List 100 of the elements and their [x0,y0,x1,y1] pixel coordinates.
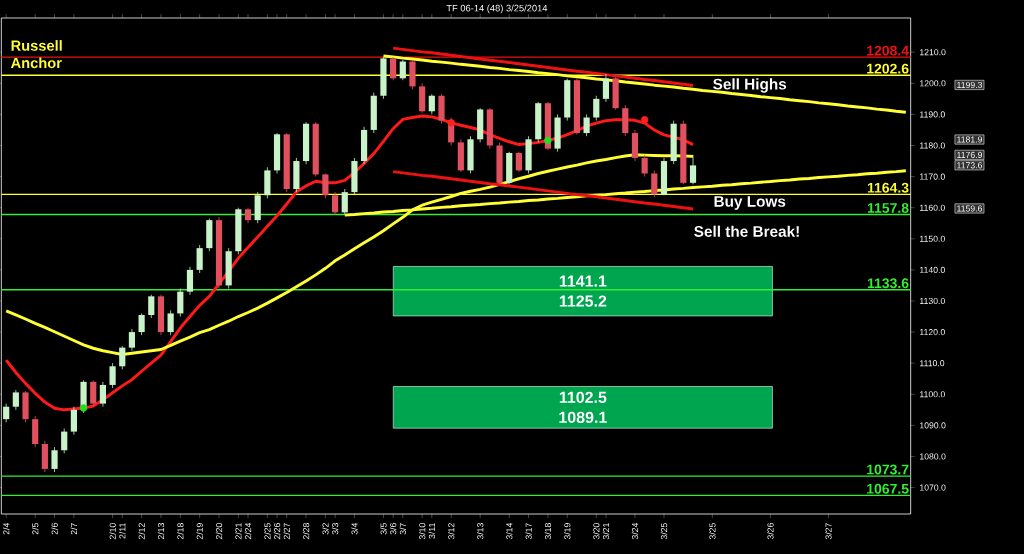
candlestick [331,191,339,215]
ref-line-label: 1073.7 [867,464,909,475]
point [640,115,649,124]
x-tick-label: 3/7 [399,523,406,535]
text: 1181.9 [957,136,982,143]
x-tick-label: 2/6 [51,523,58,535]
y-tick-label: 1090.0 [920,422,946,429]
candlestick [177,288,184,317]
text: Russell Anchor [10,40,62,69]
annotation: Sell the Break! [694,225,799,237]
band-label: 1141.1 1125.2 [559,275,607,307]
ref-line-label: 1164.3 [867,182,909,193]
x-tick-label: 3/3 [331,523,339,535]
candlestick [148,294,155,319]
candlestick [341,188,348,215]
y-tick-label: 1150.0 [920,235,945,242]
candlestick [583,114,590,137]
x-tick-label: 3/13 [477,523,484,540]
candlestick [196,244,203,274]
y-tick-label: 1170.0 [920,173,945,180]
chart-title: TF 06-14 (48) 3/25/2014 [446,4,548,14]
x-tick-label: 2/20 [215,523,223,540]
candlestick [390,56,397,81]
ref-line-label: 1157.8 [867,203,909,213]
y-tick-label: 1130.0 [920,297,945,305]
candlestick [689,154,697,185]
x-tick-label: 3/25 [709,523,716,540]
x-tick-label: 2/24 [244,522,252,540]
x-tick-label: 3/27 [825,523,832,540]
text: 1159.6 [957,205,983,212]
y-tick-label: 1140.0 [920,266,945,273]
x-tick-label: 3/11 [428,523,435,539]
candlestick [593,95,600,122]
x-tick-label: 3/6 [389,523,397,535]
ref-line-label: 1133.6 [867,278,909,289]
x-tick-label: 2/26 [273,523,281,540]
text: 1176.9 [957,151,982,158]
point [79,404,88,412]
ref-line-label: 1067.5 [867,483,909,494]
candlestick [128,328,136,352]
text: 1173.6 [957,162,983,169]
x-tick-label: 3/19 [564,523,571,540]
candlestick [399,59,406,81]
x-tick-label: 2/18 [177,523,184,540]
candlestick [70,406,77,436]
x-tick-label: 3/24 [631,522,639,540]
candlestick [3,403,10,423]
candlestick [186,266,194,296]
point [447,119,455,127]
candlestick [167,309,174,336]
candlestick [61,428,68,454]
candlestick [109,362,116,389]
y-tick-label: 1160.0 [920,204,945,211]
x-tick-label: 3/25 [660,523,668,540]
x-tick-label: 3/5 [380,523,387,535]
x-tick-label: 2/4 [3,522,10,535]
candlestick [428,93,435,115]
candlestick [515,151,522,173]
x-tick-label: 2/11 [119,523,126,539]
y-tick-label: 1110.0 [920,360,945,367]
y-tick-label: 1070.0 [920,484,946,491]
annotation: Sell Highs [713,78,787,93]
x-tick-label: 2/19 [196,523,203,540]
x-tick-label: 3/20 [593,523,600,540]
point [544,136,552,145]
candlestick [602,73,610,103]
candlestick [99,381,107,408]
y-tick-label: 1180.0 [920,142,945,149]
y-tick-label: 1200.0 [920,80,946,87]
x-tick-label: 2/21 [235,523,242,540]
text: 1199.3 [957,81,983,89]
y-tick-label: 1190.0 [920,111,945,118]
x-tick-label: 2/28 [302,523,310,540]
x-tick-label: 2/25 [264,523,271,540]
candlestick [12,389,19,411]
ref-line-label: 1202.6 [867,63,909,74]
x-tick-label: 3/21 [602,523,610,540]
x-tick-label: 2/7 [70,523,78,535]
y-tick-label: 1100.0 [920,391,945,398]
x-tick-label: 2/13 [157,523,165,540]
candlestick [641,154,648,177]
x-tick-label: 2/12 [138,523,145,540]
candlestick [651,169,658,198]
x-tick-label: 3/17 [525,523,532,540]
y-tick-label: 1080.0 [920,453,946,460]
y-tick-label: 1210.0 [920,49,946,56]
candlestick [322,173,329,199]
x-tick-label: 3/10 [418,523,426,540]
candlestick [51,446,58,473]
x-tick-label: 3/14 [506,522,513,540]
ref-line-label: 1208.4 [867,45,909,56]
annotation: Buy Lows [714,196,786,210]
x-tick-label: 2/27 [283,523,290,540]
x-tick-label: 2/10 [109,523,116,540]
y-tick-label: 1120.0 [920,329,945,336]
candlestick [138,313,145,336]
band-label: 1102.5 1089.1 [559,391,607,423]
x-tick-label: 2/5 [32,523,39,535]
x-tick-label: 3/4 [351,522,358,535]
candlestick [119,345,126,370]
